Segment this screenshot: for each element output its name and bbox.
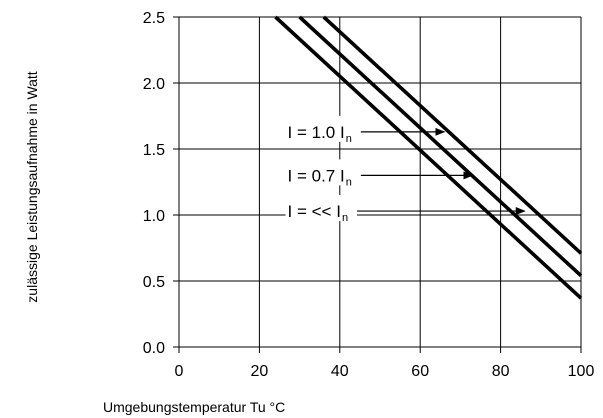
annotation-background [285,159,361,186]
y-tick-label: 1.5 [143,142,165,159]
annotation-label: I = << I [288,202,341,221]
x-tick-label: 0 [175,363,184,380]
x-tick-label: 80 [492,363,510,380]
series-line [274,15,583,300]
x-tick-label: 60 [411,363,429,380]
series-line [322,15,583,255]
series-line [298,15,583,278]
annotation-subscript: n [346,133,352,145]
y-tick-label: 0.0 [143,340,165,357]
y-axis-title: zulässige Leistungsaufnahme in Watt [24,71,40,303]
x-tick-label: 20 [251,363,269,380]
annotation-label: I = 1.0 I [288,123,345,142]
annotation-background [285,115,361,142]
x-tick-label: 40 [331,363,349,380]
x-tick-label: 100 [568,363,595,380]
tick-labels: 0 20 40 60 80 100 0.0 0.5 1.0 1.5 2.0 2.5 [143,10,595,380]
y-tick-label: 2.0 [143,76,165,93]
series-group [274,15,583,300]
y-tick-label: 0.5 [143,274,165,291]
y-tick-label: 1.0 [143,208,165,225]
annotation-background [285,195,358,222]
annotation-subscript: n [346,176,352,188]
x-axis-title: Umgebungstemperatur Tu °C [103,399,285,415]
y-tick-label: 2.5 [143,10,165,27]
annotation-label: I = 0.7 I [288,166,345,185]
annotation-subscript: n [342,212,348,224]
